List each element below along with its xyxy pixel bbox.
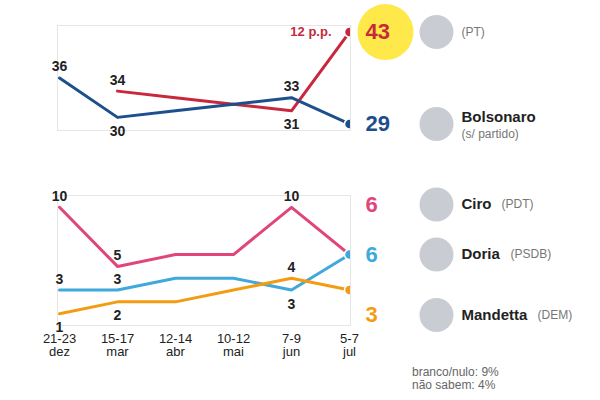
svg-text:12 p.p.: 12 p.p. xyxy=(290,24,331,39)
svg-text:Bolsonaro: Bolsonaro xyxy=(462,108,536,125)
svg-text:36: 36 xyxy=(52,58,68,74)
svg-text:(PSDB): (PSDB) xyxy=(511,247,552,261)
svg-text:15-17mar: 15-17mar xyxy=(101,331,134,359)
svg-text:34: 34 xyxy=(110,72,126,88)
svg-text:(DEM): (DEM) xyxy=(538,308,573,322)
svg-text:5-7jul: 5-7jul xyxy=(340,331,359,359)
svg-text:6: 6 xyxy=(366,242,378,267)
svg-text:3: 3 xyxy=(56,271,64,287)
svg-text:3: 3 xyxy=(288,296,296,312)
svg-text:7-9jun: 7-9jun xyxy=(282,331,301,359)
svg-text:10: 10 xyxy=(52,188,68,204)
svg-text:31: 31 xyxy=(284,116,300,132)
svg-text:3: 3 xyxy=(114,271,122,287)
svg-text:1: 1 xyxy=(56,319,64,335)
svg-text:3: 3 xyxy=(366,302,378,327)
svg-text:Ciro: Ciro xyxy=(462,195,492,212)
svg-text:6: 6 xyxy=(366,192,378,217)
svg-text:10: 10 xyxy=(284,188,300,204)
svg-text:5: 5 xyxy=(114,247,122,263)
svg-text:43: 43 xyxy=(366,19,390,44)
svg-text:Mandetta: Mandetta xyxy=(462,306,528,323)
svg-text:4: 4 xyxy=(288,259,296,275)
svg-text:33: 33 xyxy=(284,78,300,94)
svg-text:29: 29 xyxy=(366,111,390,136)
svg-text:12-14abr: 12-14abr xyxy=(159,331,192,359)
svg-text:Doria: Doria xyxy=(462,245,501,262)
svg-text:10-12mai: 10-12mai xyxy=(217,331,250,359)
svg-text:30: 30 xyxy=(110,123,126,139)
svg-text:(s/ partido): (s/ partido) xyxy=(462,127,519,141)
svg-text:(PDT): (PDT) xyxy=(502,197,534,211)
svg-text:(PT): (PT) xyxy=(462,25,485,39)
svg-text:2: 2 xyxy=(114,307,122,323)
